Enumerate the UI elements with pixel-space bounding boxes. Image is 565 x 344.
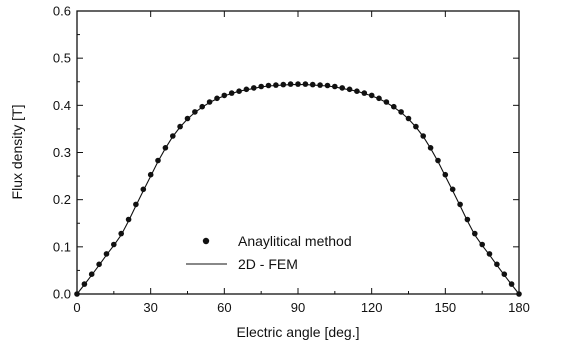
analytical-point: [420, 133, 427, 139]
analytical-point: [361, 90, 368, 96]
analytical-point: [435, 157, 441, 164]
analytical-point: [413, 123, 419, 130]
analytical-point: [96, 261, 102, 268]
analytical-point: [125, 216, 132, 223]
analytical-point: [339, 85, 346, 91]
x-tick-label: 0: [73, 300, 80, 315]
analytical-point: [199, 103, 205, 110]
analytical-point: [449, 186, 456, 193]
analytical-point: [472, 230, 478, 237]
analytical-point: [464, 216, 471, 223]
analytical-point: [280, 81, 287, 88]
legend: Anaylitical method 2D - FEM: [186, 233, 352, 272]
x-tick-label: 150: [434, 300, 456, 315]
legend-label-fem: 2D - FEM: [238, 256, 298, 272]
x-tick-label: 180: [508, 300, 530, 315]
analytical-point: [332, 83, 338, 90]
x-axis-title: Electric angle [deg.]: [237, 324, 360, 340]
analytical-point: [516, 291, 522, 297]
x-tick-label: 120: [361, 300, 383, 315]
y-tick-label: 0.3: [53, 145, 71, 160]
analytical-point: [74, 291, 80, 297]
y-axis-title: Flux density [T]: [9, 105, 25, 200]
y-tick-label: 0.0: [53, 287, 71, 302]
y-tick-label: 0.2: [53, 192, 71, 207]
analytical-point: [479, 241, 486, 248]
x-axis: 0 30 60 90 120 150 180: [73, 11, 530, 315]
y-tick-label: 0.1: [53, 239, 71, 254]
x-tick-label: 90: [291, 300, 305, 315]
analytical-point: [494, 261, 500, 268]
analytical-point: [184, 115, 191, 122]
legend-label-analytical: Anaylitical method: [238, 233, 352, 249]
plot-frame: [76, 10, 520, 295]
x-tick-label: 30: [143, 300, 157, 315]
analytical-point: [81, 281, 88, 287]
analytical-point: [273, 82, 279, 88]
analytical-point: [214, 95, 220, 102]
analytical-point: [243, 86, 250, 93]
analytical-point: [236, 88, 242, 94]
x-tick-label: 60: [217, 300, 231, 315]
analytical-point: [317, 82, 323, 88]
analytical-point: [103, 251, 110, 257]
analytical-point: [354, 88, 360, 94]
analytical-point: [287, 81, 294, 87]
analytical-point: [192, 109, 198, 115]
analytical-point: [309, 81, 316, 88]
analytical-point: [295, 81, 301, 87]
analytical-point: [398, 109, 404, 115]
analytical-point: [376, 95, 382, 102]
analytical-point: [265, 82, 272, 89]
analytical-point: [155, 157, 161, 164]
analytical-point: [251, 85, 257, 91]
analytical-point: [258, 83, 265, 90]
y-tick-label: 0.5: [53, 51, 71, 66]
analytical-point: [118, 230, 124, 237]
analytical-point: [111, 241, 117, 248]
analytical-point: [88, 271, 95, 278]
analytical-series: [74, 81, 522, 297]
y-axis: 0.0 0.1 0.2 0.3 0.4 0.5 0.6: [53, 4, 519, 302]
analytical-point: [368, 92, 375, 99]
analytical-point: [170, 133, 176, 139]
analytical-point: [206, 99, 213, 105]
analytical-point: [508, 281, 515, 287]
analytical-point: [501, 271, 508, 278]
analytical-point: [486, 251, 493, 257]
analytical-point: [391, 103, 397, 110]
analytical-point: [346, 86, 353, 93]
legend-marker-analytical: [202, 237, 210, 245]
analytical-point: [133, 201, 139, 208]
analytical-point: [302, 81, 309, 87]
analytical-point: [383, 99, 390, 105]
y-tick-label: 0.4: [53, 98, 71, 113]
y-tick-label: 0.6: [53, 4, 71, 19]
analytical-point: [221, 92, 228, 99]
analytical-point: [228, 90, 235, 96]
analytical-point: [177, 123, 183, 130]
plot-area-border: [76, 10, 520, 295]
analytical-point: [324, 82, 331, 89]
analytical-point: [442, 171, 449, 178]
analytical-point: [162, 145, 169, 151]
analytical-point: [147, 171, 154, 178]
analytical-point: [457, 201, 463, 208]
analytical-point: [427, 145, 434, 151]
analytical-point: [405, 115, 412, 122]
analytical-point: [140, 186, 147, 193]
